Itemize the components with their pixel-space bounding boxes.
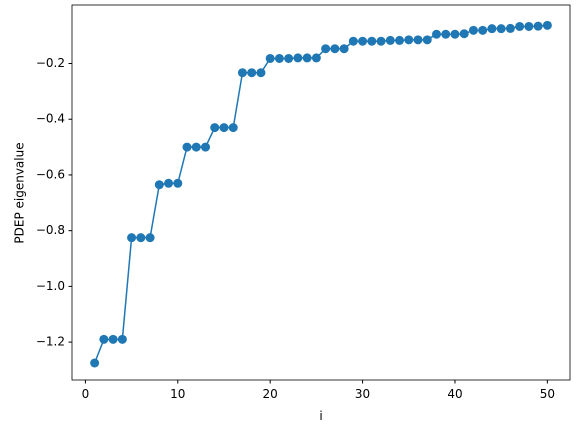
- point: [228, 123, 238, 133]
- y-tick-label: −1.2: [36, 335, 65, 349]
- point: [348, 36, 358, 46]
- point: [108, 334, 118, 344]
- point: [431, 29, 441, 39]
- point: [533, 21, 543, 31]
- point: [487, 24, 497, 34]
- y-tick-label: −1.0: [36, 279, 65, 293]
- point: [117, 334, 127, 344]
- point: [247, 68, 257, 78]
- point: [339, 44, 349, 54]
- y-tick-label: −0.8: [36, 223, 65, 237]
- point: [524, 21, 534, 31]
- point: [182, 142, 192, 152]
- point: [293, 53, 303, 63]
- x-tick-label: 40: [447, 387, 462, 401]
- point: [413, 35, 423, 45]
- point: [302, 53, 312, 63]
- point: [219, 123, 229, 133]
- point: [99, 334, 109, 344]
- point: [496, 24, 506, 34]
- point: [358, 36, 368, 46]
- point: [237, 68, 247, 78]
- point: [367, 36, 377, 46]
- axes-frame: [71, 4, 571, 381]
- point: [321, 44, 331, 54]
- point: [173, 178, 183, 188]
- point: [459, 29, 469, 39]
- point: [422, 35, 432, 45]
- point: [164, 178, 174, 188]
- point: [441, 29, 451, 39]
- point: [404, 35, 414, 45]
- y-axis-label: PDEP eigenvalue: [13, 142, 27, 243]
- point: [478, 25, 488, 35]
- point: [505, 23, 515, 33]
- point: [330, 44, 340, 54]
- x-tick-label: 0: [82, 387, 90, 401]
- y-tick-label: −0.6: [36, 167, 65, 181]
- point: [191, 142, 201, 152]
- series-line: [93, 24, 548, 364]
- point: [136, 233, 146, 243]
- point: [515, 21, 525, 31]
- point: [542, 20, 552, 30]
- point: [145, 233, 155, 243]
- point: [256, 68, 266, 78]
- x-tick-label: 30: [355, 387, 370, 401]
- point: [210, 123, 220, 133]
- x-tick-label: 50: [540, 387, 555, 401]
- point: [127, 233, 137, 243]
- point: [376, 36, 386, 46]
- point: [274, 53, 284, 63]
- x-tick-label: 20: [263, 387, 278, 401]
- point: [450, 29, 460, 39]
- point: [385, 35, 395, 45]
- point: [395, 35, 405, 45]
- point: [284, 53, 294, 63]
- x-tick-label: 10: [170, 387, 185, 401]
- y-tick-label: −0.2: [36, 56, 65, 70]
- point: [201, 142, 211, 152]
- point: [90, 358, 100, 368]
- x-axis-label: i: [319, 409, 322, 423]
- point: [311, 53, 321, 63]
- point: [265, 53, 275, 63]
- y-tick-label: −0.4: [36, 112, 65, 126]
- point: [468, 25, 478, 35]
- point: [154, 180, 164, 190]
